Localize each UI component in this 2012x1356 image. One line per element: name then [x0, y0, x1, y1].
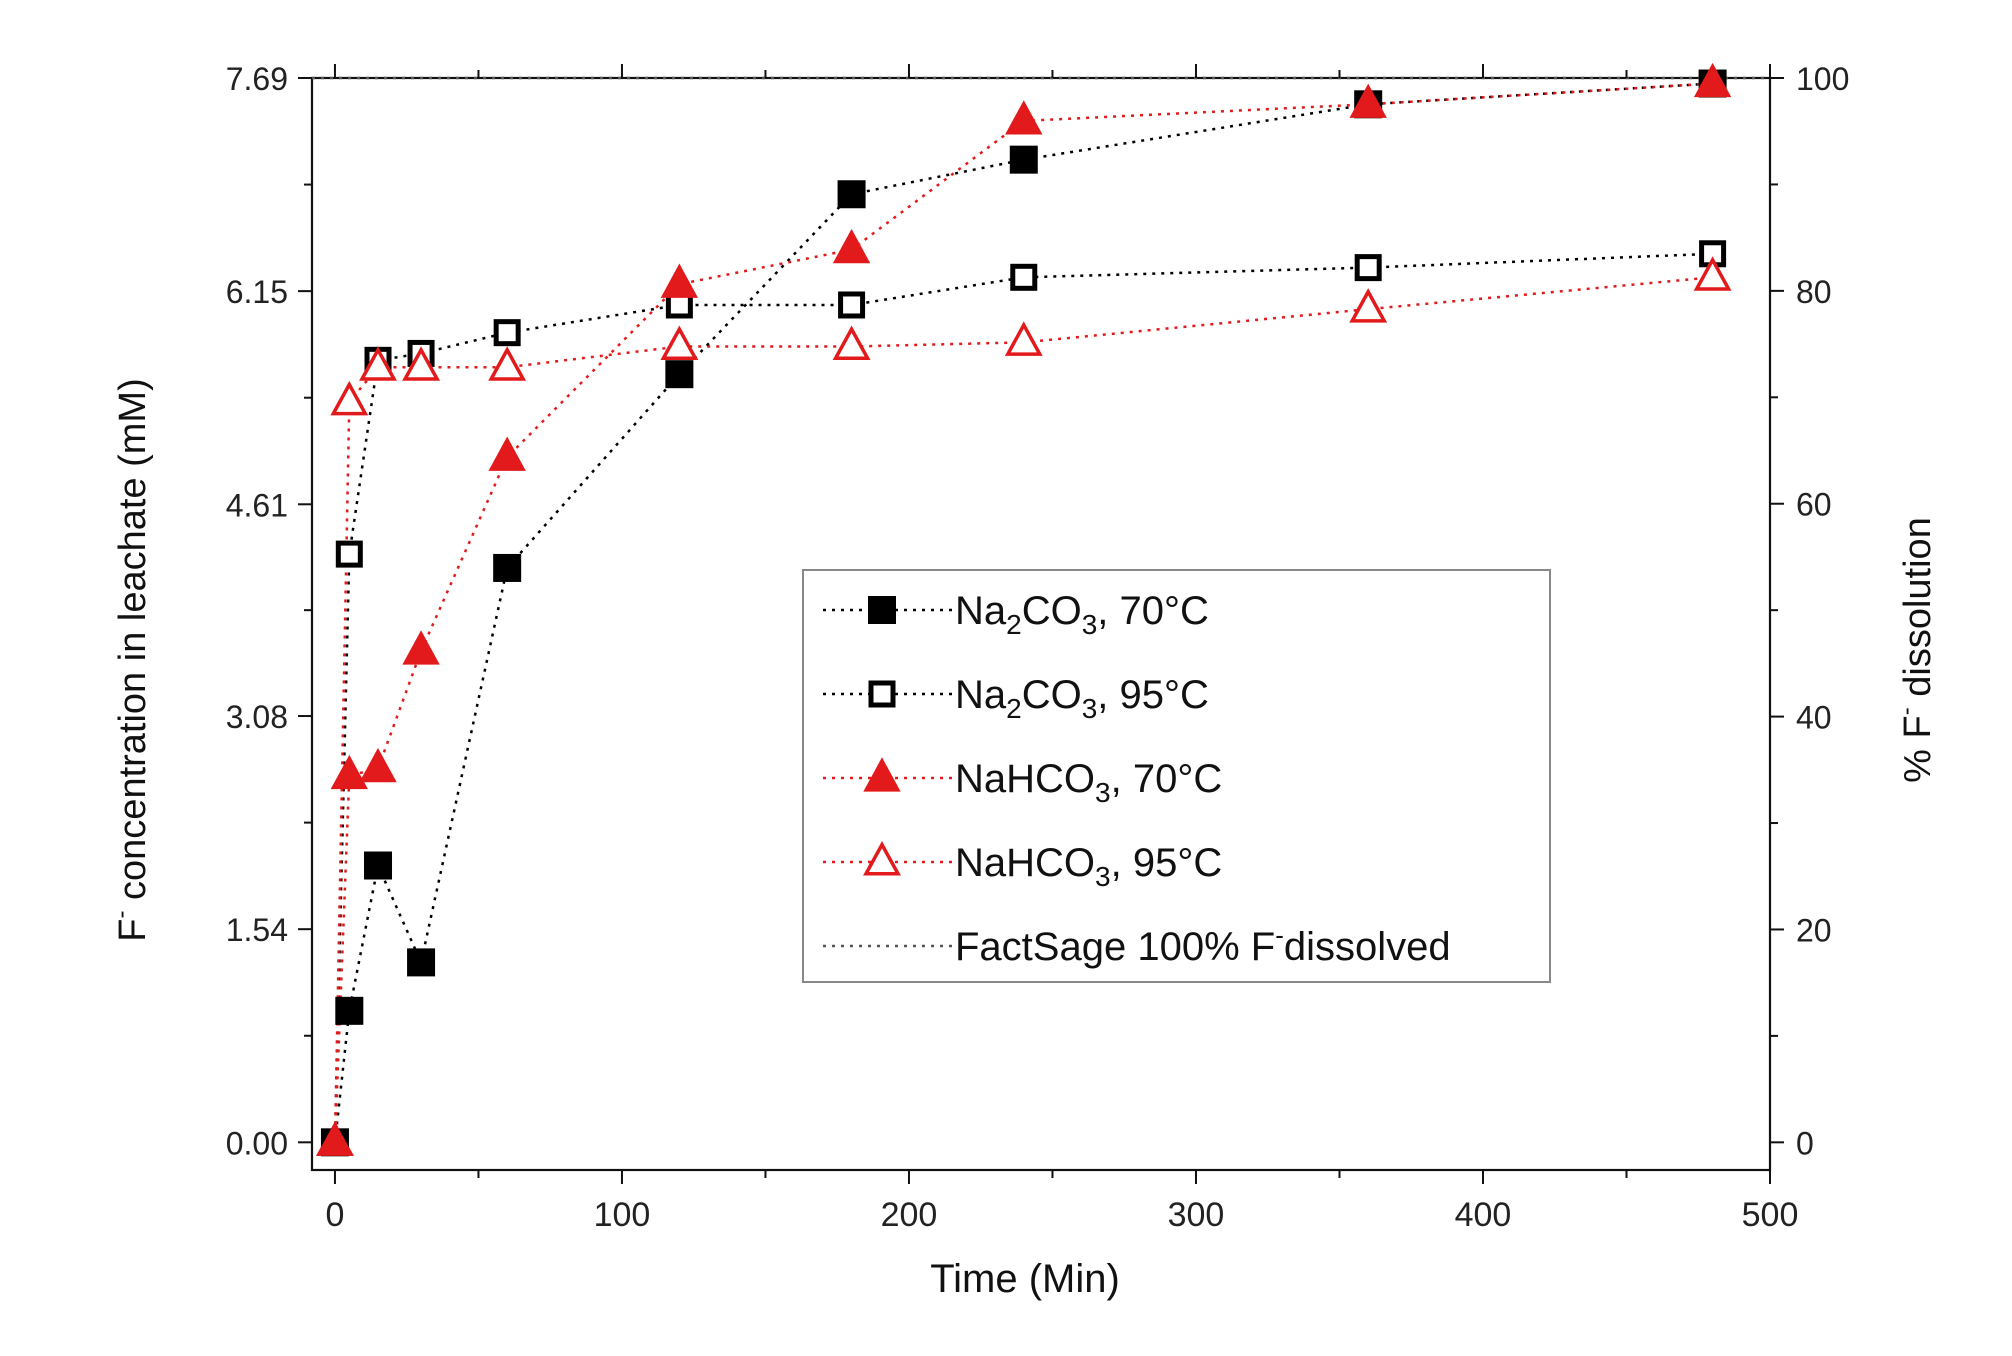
y2-tick-label: 60	[1796, 487, 1832, 523]
data-point	[832, 325, 871, 361]
data-point	[359, 747, 397, 783]
data-point	[330, 754, 368, 790]
x-tick-label: 100	[594, 1196, 651, 1234]
data-point	[1354, 254, 1382, 282]
x-axis-title: Time (Min)	[930, 1257, 1120, 1301]
y-axis-title-rest: concentration in leachate (mM)	[112, 378, 154, 910]
legend-marker	[868, 680, 896, 708]
data-point	[488, 436, 526, 471]
data-point	[402, 630, 440, 665]
y-axis-title-main: F	[112, 919, 154, 942]
x-tick-label: 300	[1168, 1196, 1225, 1234]
y-tick-label: 0.00	[226, 1125, 288, 1161]
x-tick-label: 500	[1742, 1196, 1799, 1234]
x-tick-label: 400	[1455, 1196, 1512, 1234]
data-point	[359, 346, 397, 381]
data-point	[838, 291, 866, 319]
ticks-layer: 0 100 200 300 400 5000.001.543.084.616.157.69…	[226, 61, 1850, 1234]
series-line	[333, 82, 1713, 1143]
svg-text:F- concentration in leachate (: F- concentration in leachate (mM)	[108, 378, 154, 941]
y2-tick-label: 20	[1796, 912, 1832, 948]
y2-tick-label: 80	[1796, 274, 1832, 310]
series-line	[333, 276, 1713, 1143]
data-point	[1005, 100, 1043, 135]
data-point	[1009, 145, 1038, 174]
data-point	[335, 540, 363, 568]
legend-frame	[802, 569, 1551, 983]
x-tick-label: 200	[881, 1196, 938, 1234]
data-point	[488, 346, 527, 381]
y2-tick-label: 100	[1796, 61, 1849, 97]
series-points	[316, 62, 1732, 1156]
series-layer	[316, 62, 1732, 1157]
y-tick-label: 6.15	[226, 274, 288, 310]
y-axis-title: F- concentration in leachate (mM)	[108, 378, 154, 941]
y2-tick-label: 40	[1796, 700, 1832, 736]
legend-marker	[863, 841, 901, 876]
data-point	[402, 346, 441, 381]
data-point	[1349, 83, 1387, 118]
svg-text:% F- dissolution: % F- dissolution	[1893, 517, 1939, 783]
series-line	[333, 82, 1713, 1143]
data-point	[1010, 263, 1038, 291]
y-tick-label: 3.08	[226, 699, 288, 735]
y-tick-label: 4.61	[226, 487, 288, 523]
data-point	[1349, 288, 1388, 323]
y-tick-label: 1.54	[226, 912, 288, 948]
data-point	[335, 996, 364, 1025]
legend-label: FactSage 100% F-dissolved	[955, 920, 1451, 969]
legend-label: NaHCO3, 95°C	[955, 841, 1222, 892]
data-point	[1004, 321, 1043, 356]
y2-axis-title-main: % F	[1897, 715, 1939, 783]
data-point	[316, 1121, 354, 1156]
data-point	[832, 228, 871, 264]
x-tick-label: 0	[325, 1196, 344, 1234]
legend-label: Na2CO3, 95°C	[955, 673, 1209, 724]
series-points	[316, 256, 1732, 1156]
legend-label: NaHCO3, 70°C	[955, 757, 1222, 808]
y2-axis-title: % F- dissolution	[1893, 517, 1939, 783]
data-point	[1693, 62, 1732, 98]
data-point	[330, 380, 369, 416]
legend-marker	[868, 596, 896, 624]
data-point	[493, 553, 522, 582]
legend: Na2CO3, 70°C Na2CO3, 95°C NaHCO3, 70°C NaHC…	[802, 569, 1551, 983]
data-point	[407, 948, 436, 977]
data-point	[665, 360, 694, 389]
series-line	[333, 252, 1713, 1143]
data-point	[660, 263, 699, 298]
y2-axis-title-superscript: -	[1893, 707, 1920, 715]
y2-tick-label: 0	[1796, 1125, 1814, 1161]
data-point	[1693, 256, 1732, 291]
data-point	[837, 180, 866, 209]
legend-marker	[863, 757, 901, 792]
legend-label: Na2CO3, 70°C	[955, 589, 1209, 640]
y-tick-label: 7.69	[226, 61, 288, 97]
data-point	[493, 319, 521, 347]
data-point	[660, 325, 699, 361]
y-axis-title-superscript: -	[108, 911, 135, 919]
y2-axis-title-rest: dissolution	[1897, 517, 1939, 707]
data-point	[364, 851, 393, 880]
